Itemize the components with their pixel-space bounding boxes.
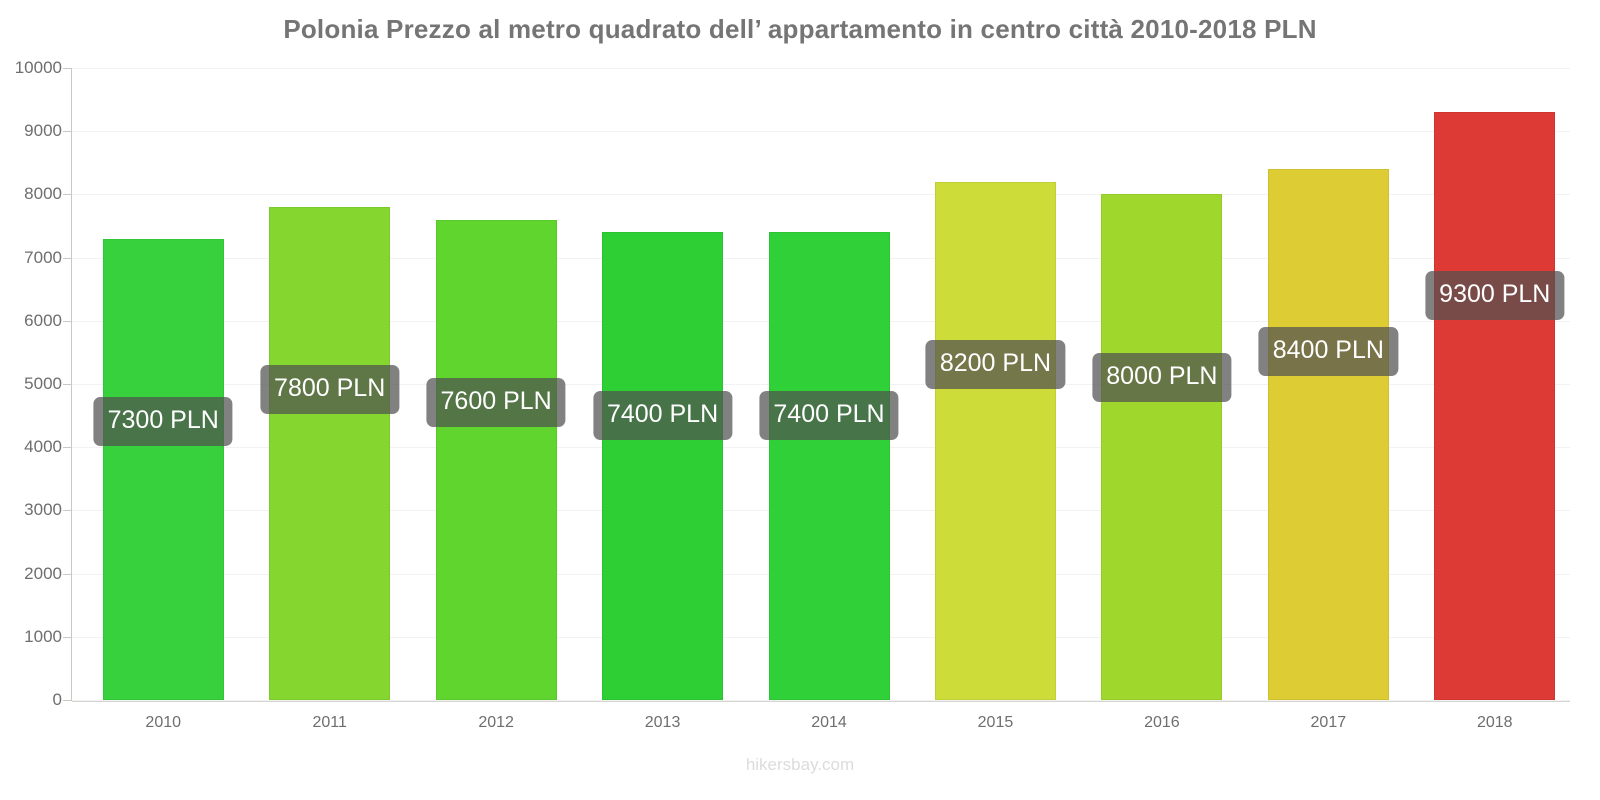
bar-fill (602, 232, 724, 700)
bar[interactable]: 7400 PLN (592, 232, 733, 700)
chart-title: Polonia Prezzo al metro quadrato dell’ a… (283, 14, 1317, 44)
y-tick-label: 7000 (24, 247, 62, 267)
bar-value-label: 7400 PLN (759, 390, 899, 440)
x-tick-label: 2017 (1310, 714, 1347, 731)
y-tick-mark (63, 573, 73, 575)
y-tick-label: 10000 (14, 58, 62, 77)
gridline (72, 131, 1570, 133)
x-tick-label: 2011 (312, 714, 347, 731)
bar-fill (1267, 169, 1389, 700)
bar[interactable]: 8000 PLN (1092, 194, 1232, 700)
bar-value-label: 9300 PLN (1425, 270, 1565, 320)
gridline (72, 700, 1570, 701)
gridline (72, 194, 1570, 196)
bar[interactable]: 8200 PLN (925, 181, 1066, 700)
y-tick-label: 3000 (24, 500, 62, 520)
y-tick-label: 0 (52, 690, 62, 709)
bar[interactable]: 7600 PLN (426, 219, 566, 700)
y-tick-mark (63, 320, 73, 322)
y-tick-mark (63, 384, 73, 385)
bar[interactable]: 7400 PLN (759, 232, 899, 700)
plot-area: 7300 PLN 7800 PLN 7600 PLN 7400 PLN 7400 PLN… (72, 68, 1570, 700)
bar-fill (934, 181, 1056, 700)
x-tick-label: 2013 (644, 714, 681, 731)
y-tick-label: 2000 (24, 563, 62, 583)
bar-value-label: 7800 PLN (260, 365, 400, 415)
bar-value-label: 8200 PLN (925, 340, 1066, 390)
bar-value-label: 8400 PLN (1258, 327, 1398, 377)
x-tick-label: 2010 (145, 714, 182, 731)
bar-value-label: 8000 PLN (1092, 352, 1232, 402)
y-tick-mark (63, 510, 73, 512)
bar-fill (435, 219, 557, 700)
y-tick-mark (63, 636, 73, 638)
x-tick-label: 2016 (1144, 714, 1180, 731)
footer-attribution: hikersbay.com (745, 755, 855, 774)
bar[interactable]: 7800 PLN (260, 207, 400, 700)
gridline (72, 68, 1570, 69)
y-tick-mark (63, 194, 73, 196)
bar-fill (1101, 194, 1223, 700)
y-tick-label: 1000 (24, 626, 62, 646)
bar[interactable]: 9300 PLN (1425, 112, 1565, 700)
y-tick-label: 5000 (24, 374, 62, 393)
x-tick-label: 2012 (478, 714, 514, 731)
bar[interactable]: 7300 PLN (93, 238, 233, 700)
y-tick-mark (63, 257, 73, 259)
y-tick-label: 8000 (24, 184, 62, 204)
x-axis-line (72, 700, 1570, 702)
y-tick-label: 4000 (24, 437, 62, 457)
bar-fill (1434, 112, 1556, 700)
y-tick-label: 6000 (24, 310, 62, 330)
y-tick-mark (63, 68, 73, 69)
y-tick-mark (63, 700, 73, 701)
y-tick-mark (63, 447, 73, 449)
bar-fill (269, 207, 391, 700)
x-tick-label: 2015 (977, 714, 1014, 731)
bar-fill (102, 238, 224, 700)
y-tick-label: 9000 (24, 121, 62, 141)
bar-value-label: 7300 PLN (93, 396, 233, 446)
bar-fill (768, 232, 890, 700)
x-tick-label: 2014 (811, 714, 847, 731)
bar-value-label: 7600 PLN (426, 377, 566, 427)
bar[interactable]: 8400 PLN (1258, 169, 1398, 700)
y-tick-mark (63, 131, 73, 133)
x-tick-label: 2018 (1476, 714, 1513, 731)
bar-value-label: 7400 PLN (592, 390, 733, 440)
